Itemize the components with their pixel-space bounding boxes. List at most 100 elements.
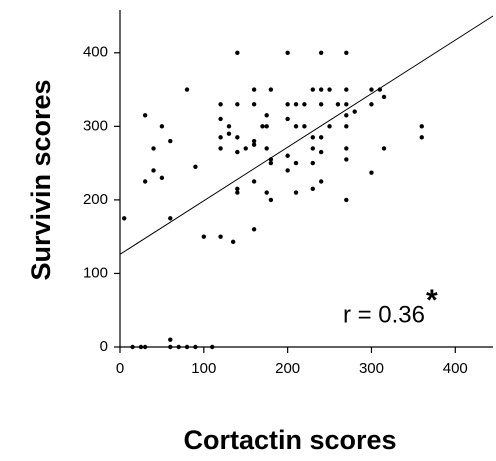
point (251, 227, 257, 232)
point (344, 146, 349, 151)
point (293, 102, 299, 107)
point (344, 102, 349, 107)
point (260, 124, 265, 129)
point (264, 146, 269, 151)
point (210, 344, 215, 350)
point (235, 186, 240, 192)
point (310, 135, 315, 140)
point (318, 149, 324, 155)
point (235, 135, 240, 140)
point (268, 160, 274, 166)
point (251, 142, 257, 147)
point (235, 190, 240, 195)
point (159, 175, 165, 181)
y-tick-label: 400 (83, 44, 108, 61)
point (264, 190, 269, 195)
point (218, 234, 223, 239)
x-tick-label: 0 (116, 360, 124, 377)
annotation: r = 0.36 (343, 301, 425, 328)
point (251, 87, 257, 92)
point (268, 87, 274, 92)
point (344, 113, 349, 118)
point (243, 146, 248, 151)
point (285, 50, 290, 55)
y-tick-label: 0 (100, 338, 108, 355)
point (302, 102, 307, 107)
point (218, 102, 223, 107)
point (285, 116, 290, 122)
point (293, 190, 299, 195)
point (344, 87, 349, 92)
point (142, 344, 148, 350)
y-tick-label: 300 (83, 117, 108, 134)
point (369, 87, 374, 92)
point (201, 234, 207, 239)
point (310, 186, 315, 192)
point (344, 157, 349, 162)
point (235, 102, 240, 107)
point (184, 344, 190, 350)
y-tick-label: 200 (83, 191, 108, 208)
point (151, 168, 156, 173)
point (369, 102, 374, 107)
point (293, 124, 299, 129)
y-tick-label: 100 (83, 264, 108, 281)
x-tick-label: 200 (275, 360, 300, 377)
point (235, 50, 240, 55)
point (318, 135, 324, 140)
point (235, 149, 240, 155)
point (193, 164, 198, 169)
point (327, 87, 332, 92)
point (251, 179, 257, 184)
point (310, 146, 315, 151)
point (310, 87, 315, 92)
point (184, 87, 190, 92)
point (168, 216, 173, 221)
point (138, 344, 144, 350)
point (168, 138, 173, 144)
point (381, 146, 387, 151)
point (251, 138, 257, 144)
x-tick-label: 300 (359, 360, 384, 377)
x-tick-label: 400 (443, 360, 468, 377)
point (369, 170, 374, 175)
point (121, 216, 127, 221)
point (151, 146, 156, 151)
point (251, 102, 257, 107)
point (142, 113, 148, 118)
point (381, 94, 387, 100)
point (285, 153, 290, 158)
point (218, 135, 223, 140)
point (344, 124, 349, 129)
point (176, 344, 181, 350)
point (218, 116, 223, 122)
point (344, 50, 349, 55)
point (159, 124, 165, 129)
point (193, 344, 198, 350)
point (302, 124, 307, 129)
point (285, 102, 290, 107)
point (335, 102, 341, 107)
point (327, 124, 332, 129)
point (318, 87, 324, 92)
point (226, 131, 232, 136)
point (293, 160, 299, 166)
significance-mark: * (426, 284, 438, 317)
point (419, 135, 424, 140)
fit-line (119, 15, 494, 255)
point (318, 179, 324, 184)
point (130, 344, 135, 350)
point (344, 197, 349, 203)
x-tick-label: 100 (191, 360, 216, 377)
point (168, 344, 173, 350)
x-axis-title: Cortactin scores (183, 425, 396, 455)
y-axis-title: Survivin scores (26, 79, 56, 280)
point (419, 124, 424, 129)
point (310, 160, 315, 166)
point (142, 179, 148, 184)
point (168, 337, 173, 342)
point (352, 109, 357, 114)
point (264, 124, 269, 129)
point (268, 197, 274, 203)
